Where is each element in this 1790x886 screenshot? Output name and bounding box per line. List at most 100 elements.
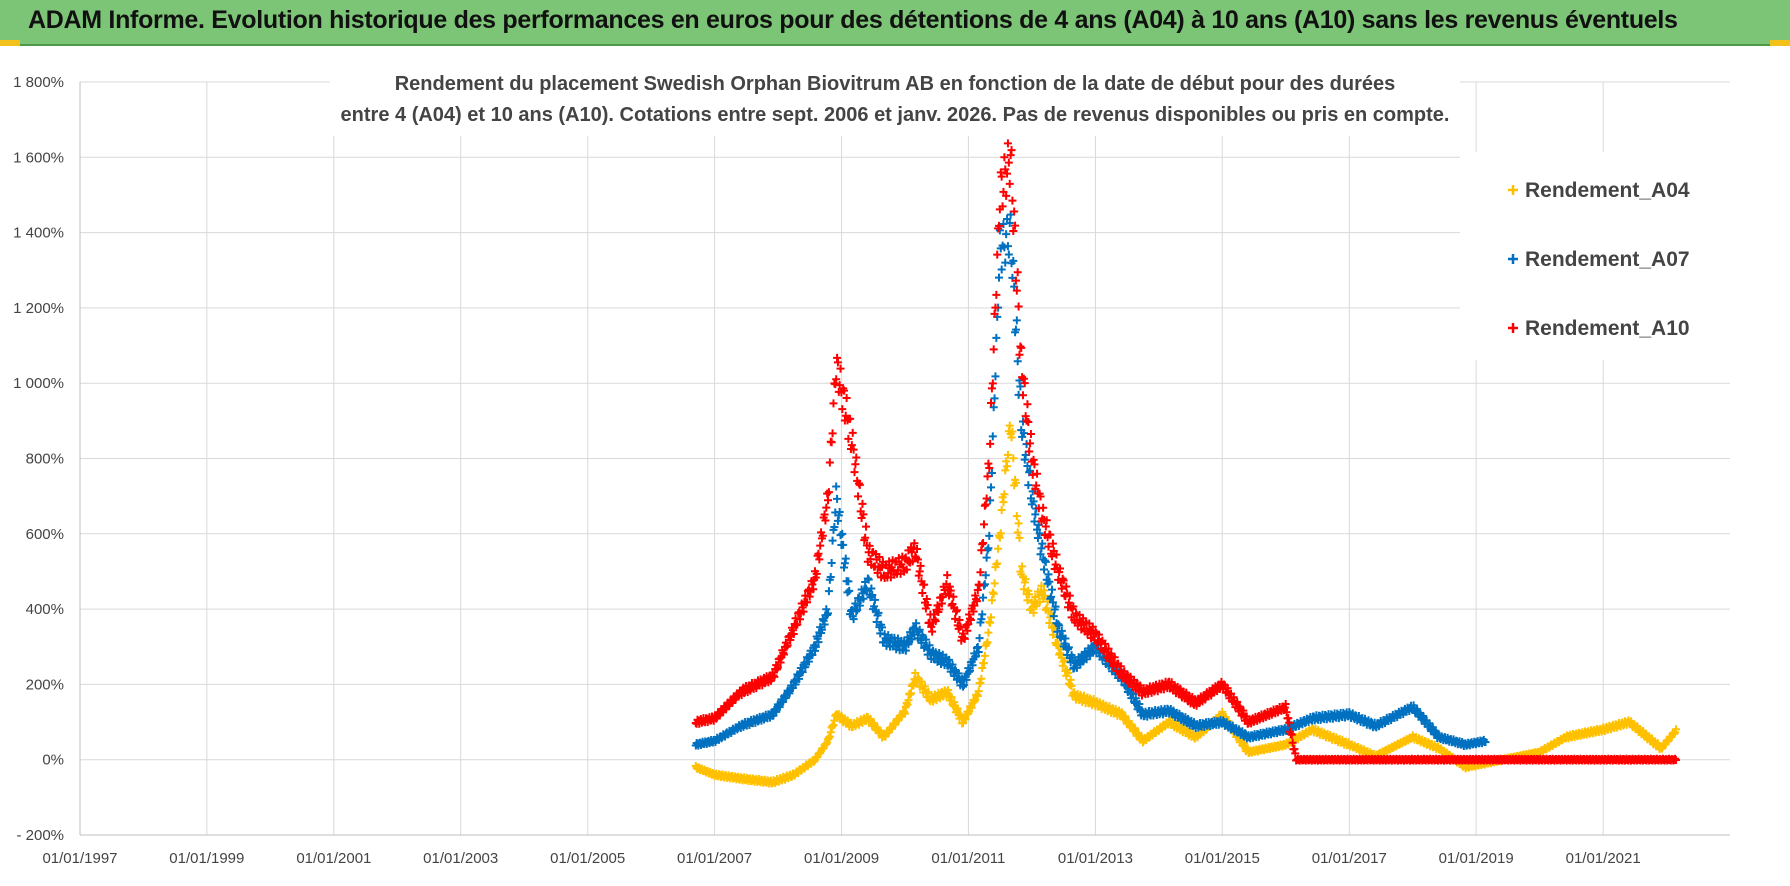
data-point — [870, 595, 879, 604]
data-point — [833, 494, 842, 503]
data-point — [828, 536, 837, 545]
data-point — [1014, 519, 1023, 528]
data-point — [1021, 575, 1030, 584]
data-point — [874, 608, 883, 617]
data-point — [811, 642, 820, 651]
x-tick-label: 01/01/2003 — [423, 850, 498, 867]
data-point — [997, 506, 1006, 515]
y-tick-label: 1 800% — [13, 74, 64, 91]
data-point — [808, 651, 817, 660]
x-tick-label: 01/01/2005 — [550, 850, 625, 867]
data-point — [906, 689, 915, 698]
data-point — [844, 577, 853, 586]
data-point — [1008, 427, 1017, 436]
data-point — [990, 579, 999, 588]
data-point — [835, 507, 844, 516]
chart-title-line: entre 4 (A04) et 10 ans (A10). Cotations… — [341, 104, 1450, 126]
y-tick-label: 400% — [26, 601, 64, 618]
data-point — [826, 573, 835, 582]
header-accent-right — [1770, 40, 1790, 46]
data-point — [1029, 608, 1038, 617]
data-point — [984, 628, 993, 637]
data-point — [1003, 450, 1012, 459]
x-tick-label: 01/01/2021 — [1566, 850, 1641, 867]
data-point — [841, 554, 850, 563]
data-point — [1040, 591, 1049, 600]
data-point — [859, 594, 868, 603]
data-point — [1005, 421, 1014, 430]
data-point — [977, 674, 986, 683]
data-point — [987, 613, 996, 622]
data-point — [798, 668, 807, 677]
y-tick-label: 800% — [26, 451, 64, 468]
data-point — [1009, 454, 1018, 463]
data-point — [1011, 478, 1020, 487]
y-tick-label: 1 400% — [13, 225, 64, 242]
x-tick-label: 01/01/2011 — [931, 850, 1005, 867]
x-tick-label: 01/01/2013 — [1058, 850, 1133, 867]
data-point — [820, 620, 829, 629]
data-point — [824, 587, 833, 596]
legend-label: Rendement_A10 — [1525, 317, 1690, 340]
y-tick-label: 200% — [26, 676, 64, 693]
x-tick-label: 01/01/2009 — [804, 850, 879, 867]
data-point — [868, 591, 877, 600]
legend-label: Rendement_A04 — [1525, 179, 1690, 202]
data-point — [845, 586, 854, 595]
data-point — [989, 589, 998, 598]
chart-title-line: Rendement du placement Swedish Orphan Bi… — [395, 73, 1396, 95]
data-point — [987, 596, 996, 605]
page-header-title: ADAM Informe. Evolution historique des p… — [28, 6, 1678, 34]
data-point — [839, 540, 848, 549]
data-point — [1060, 656, 1069, 665]
x-tick-label: 01/01/2015 — [1185, 850, 1260, 867]
data-point — [901, 709, 909, 718]
data-point — [996, 529, 1005, 538]
data-point — [838, 529, 847, 538]
data-point — [824, 609, 833, 618]
data-point — [817, 625, 826, 634]
data-point — [853, 605, 862, 614]
y-tick-label: 1 000% — [13, 375, 64, 392]
data-point — [974, 687, 983, 696]
data-point — [1054, 640, 1063, 649]
legend-label: Rendement_A07 — [1525, 248, 1690, 271]
data-point — [1037, 581, 1046, 590]
data-point — [1023, 596, 1032, 605]
data-point — [851, 599, 860, 608]
data-point — [1015, 533, 1024, 542]
data-point — [1018, 562, 1027, 571]
data-point — [1067, 681, 1076, 690]
series-rendement-a07 — [691, 210, 1490, 750]
data-point — [979, 659, 988, 668]
data-point — [983, 638, 992, 647]
x-tick-label: 01/01/2017 — [1312, 850, 1387, 867]
header-bar: ADAM Informe. Evolution historique des p… — [0, 0, 1790, 46]
data-point — [1025, 590, 1034, 599]
y-tick-label: 0% — [42, 752, 64, 769]
x-tick-label: 01/01/1999 — [169, 850, 244, 867]
data-point — [1671, 725, 1680, 734]
data-point — [993, 559, 1002, 568]
data-point — [1003, 462, 1012, 471]
data-point — [1001, 466, 1010, 475]
data-point — [1064, 668, 1073, 677]
data-point — [911, 669, 920, 678]
data-point — [1000, 490, 1009, 499]
data-point — [864, 575, 873, 584]
y-tick-label: - 200% — [16, 827, 64, 844]
data-point — [999, 498, 1008, 507]
data-point — [994, 544, 1003, 553]
data-point — [1019, 585, 1028, 594]
x-tick-label: 01/01/2019 — [1439, 850, 1514, 867]
x-tick-label: 01/01/1997 — [42, 850, 117, 867]
data-point — [827, 558, 836, 567]
x-tick-label: 01/01/2007 — [677, 850, 752, 867]
data-point — [814, 638, 823, 647]
y-tick-label: 600% — [26, 526, 64, 543]
data-point — [1048, 630, 1057, 639]
data-point — [947, 693, 956, 702]
data-point — [878, 623, 887, 632]
x-tick-label: 01/01/2001 — [296, 850, 371, 867]
